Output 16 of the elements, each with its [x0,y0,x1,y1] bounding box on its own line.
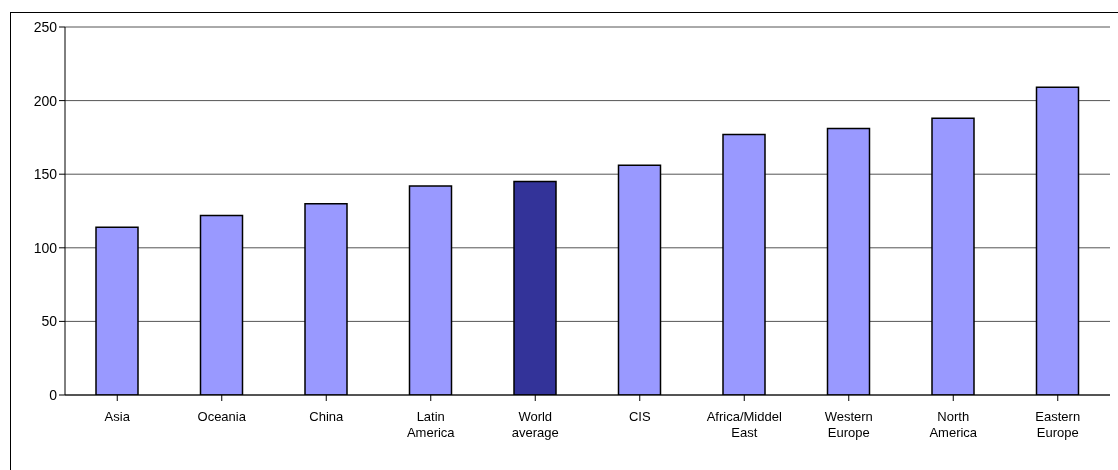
x-tick-label: Africa/Middel East [706,409,782,440]
y-tick-label: 50 [41,313,58,330]
y-tick-label: 250 [33,18,58,35]
x-tick-label: Asia [104,409,131,424]
x-tick-label: Eastern Europe [1035,409,1081,440]
x-tick-label: Western Europe [824,409,873,440]
x-tick-label: World average [511,409,559,440]
y-tick-label: 150 [33,166,58,183]
x-tick-label: China [309,409,344,424]
x-tick-label: Latin America [406,409,456,440]
x-tick-label: CIS [628,409,651,424]
y-tick-label: 100 [33,239,58,256]
x-tick-label: North America [929,409,978,440]
y-tick-label: 0 [49,386,58,403]
y-tick-label: 200 [33,92,58,109]
x-tick-label: Oceania [197,409,247,424]
